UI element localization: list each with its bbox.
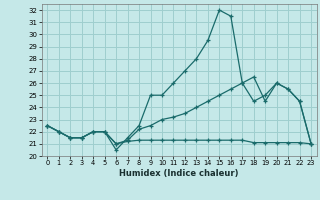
X-axis label: Humidex (Indice chaleur): Humidex (Indice chaleur) bbox=[119, 169, 239, 178]
